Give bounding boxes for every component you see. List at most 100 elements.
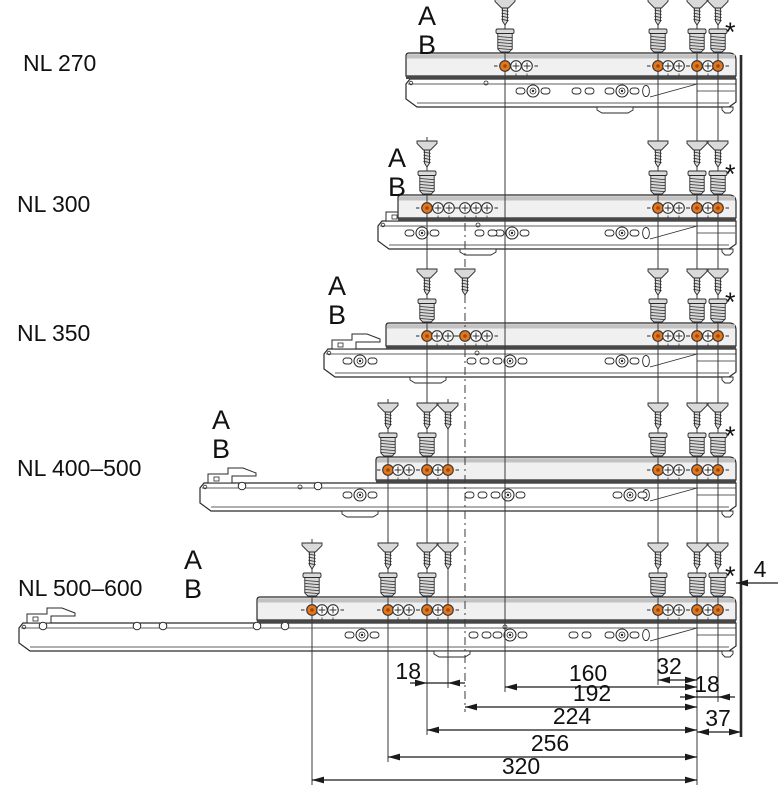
hole-center [695, 334, 699, 338]
screw-thread [714, 9, 722, 12]
rivet-inner-ring [618, 229, 626, 237]
screw-thread [693, 559, 701, 562]
hole-center [425, 468, 429, 472]
mounting-hole-cross [392, 464, 404, 476]
dim-arrowhead [505, 683, 517, 691]
screw-thread [654, 282, 662, 285]
screw-thread [714, 288, 722, 292]
front-hook [331, 333, 381, 350]
bottom-tab [341, 510, 379, 518]
screw-thread [650, 583, 666, 585]
screw-b-icon [417, 298, 437, 323]
rivet-inner-ring [618, 357, 626, 365]
dim-arrowhead [465, 703, 477, 711]
hole-center [446, 468, 450, 472]
band-top-strip [399, 196, 735, 201]
marker-a: A [212, 405, 230, 435]
screw-a-icon [416, 542, 438, 570]
rivet-fastener [342, 354, 378, 368]
screw-thread [650, 580, 666, 582]
mounting-hole-cross [702, 464, 714, 476]
hole-center [716, 468, 720, 472]
rivet-fastener [515, 84, 551, 98]
screw-thread [689, 318, 705, 320]
mounting-hole-cross [702, 60, 714, 72]
rivet-inner-ring [618, 87, 626, 95]
dim-value: 224 [553, 703, 592, 729]
mounting-hole-cross [316, 604, 328, 616]
screw-thread [423, 562, 431, 566]
screw-thread [710, 309, 726, 311]
screw-head [495, 28, 515, 34]
screw-head [686, 268, 708, 279]
screw-b-icon [708, 28, 728, 53]
screw-b-icon [378, 432, 398, 457]
rivet-wing [629, 87, 640, 95]
screw-thread [689, 589, 705, 591]
hole-group [686, 604, 729, 620]
oval-slot [584, 87, 595, 95]
screw-thread [689, 42, 705, 44]
dim-arrowhead [685, 776, 697, 784]
screw-b-icon [687, 432, 707, 457]
screw-thread [650, 312, 666, 314]
screw-a-icon [416, 402, 438, 430]
screw-thread [654, 422, 662, 426]
mounting-hole-cross [470, 330, 482, 342]
screw-head [687, 170, 707, 176]
label-nl-300: NL 300 [17, 191, 90, 217]
mounting-hole-orange [306, 604, 318, 616]
screw-thread [710, 580, 726, 582]
mounting-hole-cross [673, 60, 685, 72]
screw-thread [384, 419, 392, 422]
screw-thread [654, 416, 662, 419]
screw-thread [710, 586, 726, 588]
screw-thread [714, 157, 722, 160]
screw-b-icon [687, 572, 707, 597]
screw-thread [308, 556, 316, 559]
marker-b: B [184, 574, 202, 604]
rear-oval-hole [642, 84, 650, 98]
screw-thread [384, 416, 392, 419]
dim-arrowhead [685, 683, 697, 691]
hole-group [494, 60, 538, 76]
band-top-strip [387, 324, 735, 329]
hole-group [686, 202, 729, 218]
screw-thread [497, 45, 513, 47]
dim-arrowhead [697, 728, 709, 736]
mounting-hole-cross [702, 330, 714, 342]
screw-thread [689, 181, 705, 183]
screw-head [417, 572, 437, 578]
hole-center [716, 64, 720, 68]
screw-thread [654, 154, 662, 157]
screw-thread [650, 181, 666, 183]
screw-a-icon [707, 140, 729, 168]
mounting-hole-cross [459, 202, 471, 214]
screw-a-icon [647, 0, 669, 26]
screw-thread [710, 583, 726, 585]
mounting-hole-orange [421, 604, 433, 616]
mounting-hole-orange [691, 60, 703, 72]
mounting-hole-orange [442, 464, 454, 476]
screw-thread [419, 440, 435, 442]
screw-thread [423, 151, 431, 154]
rivet-center [620, 633, 624, 637]
screw-thread [693, 151, 701, 154]
screw-head [417, 298, 437, 304]
screw-thread [654, 9, 662, 12]
screw-thread [423, 157, 431, 160]
dimension-37: 37 [697, 705, 741, 736]
screw-a-icon [686, 140, 708, 168]
rivet-fastener [492, 354, 528, 368]
screw-thread [444, 553, 452, 556]
dimension-256: 256 [388, 730, 697, 761]
rivet-wing [342, 491, 353, 499]
marker-b: B [388, 172, 406, 202]
hole-group [416, 464, 459, 480]
rivet-fastener [342, 488, 378, 502]
mounting-hole-orange [712, 330, 724, 342]
rivet-fastener [494, 226, 530, 240]
rivet-center [508, 359, 512, 363]
rail-nl-270 [405, 52, 737, 114]
screw-thread [650, 39, 666, 41]
